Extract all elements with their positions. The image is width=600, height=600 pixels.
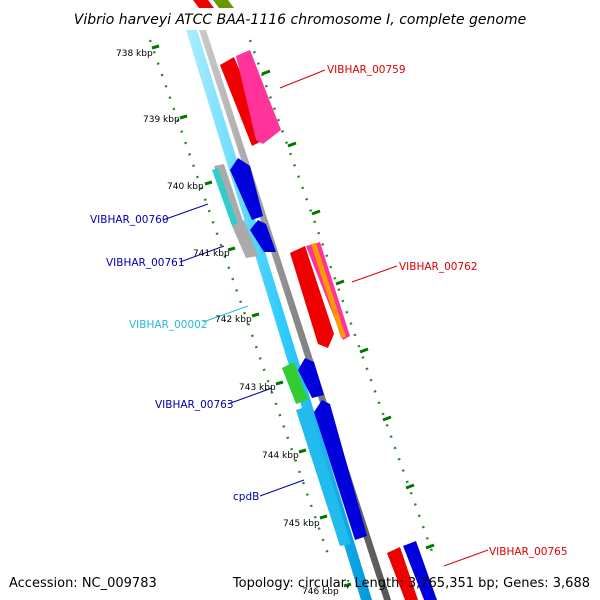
gene-blue-c	[298, 358, 324, 398]
tick-label-746: 746 kbp	[302, 587, 339, 597]
leader-vibhar-00002	[202, 305, 249, 323]
tick-label-738: 738 kbp	[116, 49, 153, 59]
tick-label-743: 743 kbp	[239, 383, 276, 393]
tick-label-741: 741 kbp	[193, 249, 230, 259]
leader-cpdb	[259, 479, 305, 497]
leader-vibhar-00762	[351, 265, 398, 283]
tick-741: 741 kbp	[193, 246, 236, 259]
gene-cpdb-cyan	[296, 406, 351, 546]
outer-ring-ticks	[261, 69, 435, 550]
tick-740: 740 kbp	[167, 180, 213, 192]
tick-746: 746 kbp	[302, 582, 352, 597]
leader-vibhar-00763	[227, 387, 273, 405]
tick-744: 744 kbp	[262, 448, 307, 461]
leader-vibhar-00760	[162, 203, 209, 221]
tick-label-744: 744 kbp	[262, 451, 299, 461]
leader-vibhar-00761	[179, 245, 225, 263]
gene-top-red	[193, 0, 214, 8]
leader-vibhar-00765	[443, 549, 489, 567]
cds-band	[186, 30, 372, 600]
label-cpdb: cpdB	[233, 491, 259, 503]
tick-738: 738 kbp	[116, 44, 160, 59]
gene-vibhar-00759	[236, 50, 281, 144]
map-title: Vibrio harveyi ATCC BAA-1116 chromosome …	[74, 12, 526, 28]
tick-label-740: 740 kbp	[167, 182, 204, 192]
gene-blue-a	[230, 158, 263, 220]
gene-cpdb-blue	[314, 400, 367, 540]
label-vibhar-00761: VIBHAR_00761	[106, 257, 185, 269]
gene-vibhar-00762-orange	[311, 243, 346, 338]
tick-label-739: 739 kbp	[143, 115, 180, 125]
label-vibhar-00760: VIBHAR_00760	[90, 214, 169, 226]
gene-vibhar-00762-red	[290, 246, 334, 348]
leader-vibhar-00759	[279, 69, 326, 89]
tick-743: 743 kbp	[239, 380, 284, 393]
label-vibhar-00002: VIBHAR_00002	[129, 319, 208, 331]
label-vibhar-00759: VIBHAR_00759	[327, 64, 406, 76]
label-vibhar-00762: VIBHAR_00762	[399, 261, 478, 273]
tick-label-742: 742 kbp	[215, 315, 252, 325]
tick-742: 742 kbp	[215, 312, 260, 325]
label-vibhar-00763: VIBHAR_00763	[155, 399, 234, 411]
gene-white-gap	[400, 546, 424, 600]
accession-text: Accession: NC_009783	[9, 576, 157, 591]
tick-label-745: 745 kbp	[283, 519, 320, 529]
topology-text: Topology: circular; Length: 3,765,351 bp…	[232, 576, 590, 591]
gene-vibhar-00761	[232, 220, 258, 258]
tick-745: 745 kbp	[283, 514, 328, 529]
tick-739: 739 kbp	[143, 114, 188, 125]
gene-vibhar-00763	[282, 362, 308, 404]
gene-vibhar-00760-cyan	[212, 168, 238, 226]
gene-vibhar-00765-blue	[403, 541, 437, 600]
gene-vibhar-00765-red	[387, 547, 418, 600]
label-vibhar-00765: VIBHAR_00765	[489, 546, 568, 558]
gene-top-olive	[213, 0, 234, 8]
gene-blue-b	[250, 220, 276, 252]
